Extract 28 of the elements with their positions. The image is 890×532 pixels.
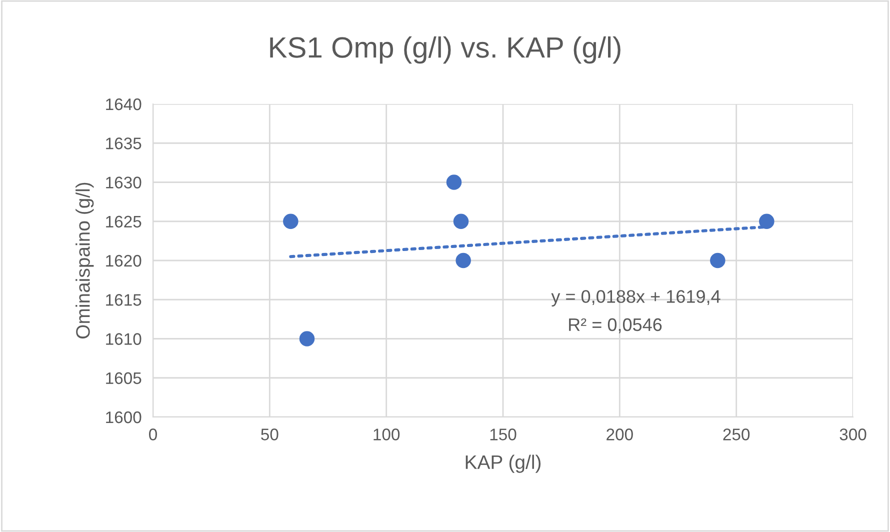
y-tick-label: 1630 — [106, 176, 142, 188]
point — [759, 214, 774, 230]
point — [453, 214, 469, 230]
point — [710, 252, 726, 268]
x-tick-label: 200 — [606, 428, 633, 440]
x-tick-label: 300 — [840, 428, 866, 440]
y-axis-title: Ominaispaino (g/l) — [76, 182, 94, 338]
annotation: y = 0,0188x + 1619,4 — [551, 290, 720, 306]
x-tick-label: 100 — [374, 428, 400, 440]
x-tick-label: 250 — [723, 428, 750, 440]
point — [446, 174, 462, 190]
x-tick-label: 150 — [490, 428, 516, 440]
y-tick-label: 1610 — [106, 333, 142, 345]
x-axis-title: KAP (g/l) — [466, 454, 541, 473]
y-tick-label: 1635 — [106, 138, 142, 150]
y-tick-label: 1640 — [106, 98, 142, 110]
point — [299, 331, 315, 346]
annotation: R² = 0,0546 — [569, 318, 662, 334]
point — [456, 252, 471, 268]
y-tick-label: 1605 — [106, 372, 142, 384]
point — [283, 214, 298, 230]
y-tick-label: 1600 — [106, 411, 142, 424]
y-tick-label: 1620 — [106, 254, 142, 267]
x-tick-label: 0 — [149, 428, 157, 440]
y-tick-label: 1615 — [106, 294, 142, 306]
chart-title: KS1 Omp (g/l) vs. KAP (g/l) — [270, 36, 620, 64]
x-tick-label: 50 — [261, 428, 278, 440]
y-tick-label: 1625 — [106, 216, 142, 228]
